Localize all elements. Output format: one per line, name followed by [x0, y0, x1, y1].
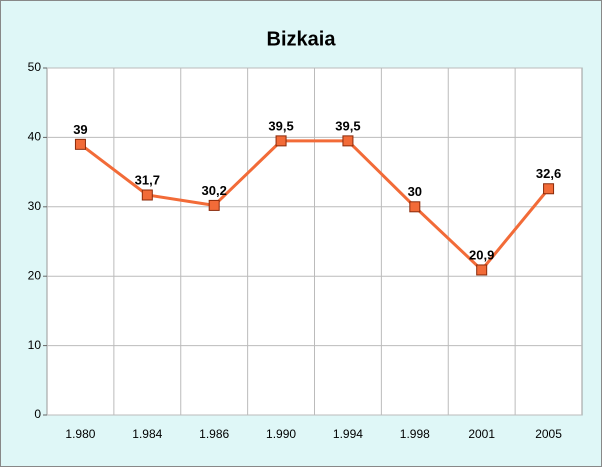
y-tick-label: 10 [28, 338, 42, 352]
data-label: 30,2 [202, 183, 227, 198]
data-point [141, 189, 153, 201]
x-tick-label: 2001 [468, 427, 495, 441]
x-tick-label: 1.994 [333, 427, 363, 441]
data-point [476, 264, 488, 276]
y-tick-label: 50 [28, 60, 42, 74]
x-tick-label: 1.984 [132, 427, 162, 441]
data-label: 31,7 [135, 172, 160, 187]
y-tick-label: 0 [34, 407, 41, 421]
y-tick-label: 30 [28, 199, 42, 213]
x-tick-label: 2005 [535, 427, 562, 441]
data-label: 39,5 [268, 118, 293, 133]
data-point [342, 135, 354, 147]
x-tick-label: 1.986 [199, 427, 229, 441]
data-point [208, 199, 220, 211]
y-tick-label: 20 [28, 268, 42, 282]
data-label: 30 [408, 184, 422, 199]
data-line [79, 139, 550, 273]
data-label: 32,6 [536, 166, 561, 181]
data-point [74, 138, 86, 150]
data-point [275, 135, 287, 147]
x-tick-label: 1.998 [400, 427, 430, 441]
data-point [543, 183, 555, 195]
data-label: 20,9 [469, 247, 494, 262]
x-tick-label: 1.990 [266, 427, 296, 441]
data-point [409, 201, 421, 213]
data-label: 39 [73, 122, 87, 137]
data-label: 39,5 [335, 118, 360, 133]
y-tick-label: 40 [28, 130, 42, 144]
x-tick-label: 1.980 [65, 427, 95, 441]
chart-title: Bizkaia [267, 28, 337, 50]
